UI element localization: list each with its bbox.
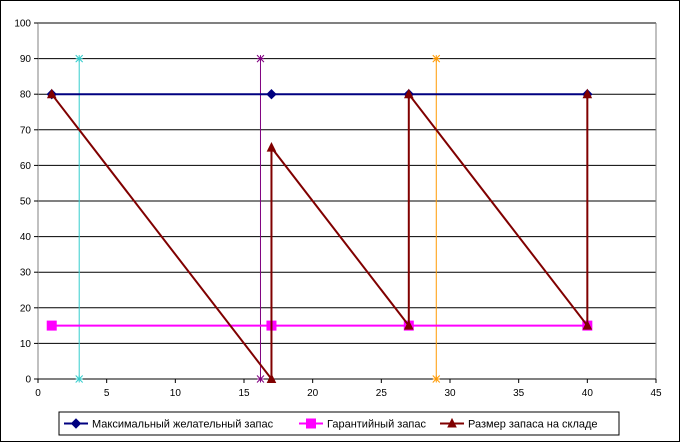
y-tick-label: 30 bbox=[20, 268, 32, 279]
x-tick-label: 20 bbox=[307, 388, 319, 399]
legend: Максимальный желательный запас Гарантийны… bbox=[58, 411, 620, 436]
vertical-marker-star bbox=[75, 54, 84, 63]
x-tick-label: 5 bbox=[104, 388, 110, 399]
y-tick-label: 90 bbox=[20, 54, 32, 65]
y-tick-label: 60 bbox=[20, 161, 32, 172]
vertical-marker-star bbox=[256, 54, 265, 63]
x-tick-label: 45 bbox=[650, 388, 662, 399]
legend-marker bbox=[447, 417, 457, 428]
vertical-marker-star bbox=[432, 54, 441, 63]
grid-lines bbox=[38, 22, 656, 380]
data-point bbox=[46, 88, 57, 99]
y-tick-label: 50 bbox=[20, 197, 32, 208]
legend-entry-3: Размер запаса на складе bbox=[440, 417, 598, 431]
legend-entry-2: Гарантийный запас bbox=[299, 418, 427, 431]
x-tick-label: 0 bbox=[35, 388, 41, 399]
vertical-marker-star bbox=[75, 375, 84, 383]
y-tick-label: 40 bbox=[20, 232, 32, 243]
y-tick-label: 20 bbox=[20, 303, 32, 314]
tick-labels: 0 10 20 30 40 50 60 70 80 90 100 0 5 10 15 20 25 30 35 40 45 bbox=[14, 19, 662, 400]
y-tick-label: 100 bbox=[14, 19, 31, 30]
y-tick-label: 10 bbox=[20, 339, 32, 350]
x-tick-label: 40 bbox=[582, 388, 594, 399]
legend-marker bbox=[70, 418, 82, 429]
legend-label: Гарантийный запас bbox=[327, 419, 427, 431]
legend-label: Размер запаса на складе bbox=[468, 419, 598, 431]
series-group bbox=[46, 88, 593, 383]
y-tick-label: 70 bbox=[20, 125, 32, 136]
x-tick-label: 30 bbox=[444, 388, 456, 399]
vertical-marker-star bbox=[256, 375, 265, 383]
axes bbox=[34, 22, 657, 383]
y-tick-label: 80 bbox=[20, 90, 32, 101]
x-tick-label: 15 bbox=[238, 388, 250, 399]
x-tick-label: 10 bbox=[170, 388, 182, 399]
data-point bbox=[46, 320, 57, 331]
legend-entry-1: Максимальный желательный запас bbox=[64, 418, 274, 431]
legend-marker bbox=[306, 418, 316, 429]
data-point bbox=[403, 319, 414, 330]
data-point bbox=[403, 88, 414, 99]
data-point bbox=[582, 88, 593, 99]
data-point bbox=[266, 88, 277, 100]
legend-label: Максимальный желательный запас bbox=[92, 419, 274, 431]
series-3 bbox=[46, 88, 593, 383]
vertical-marker-star bbox=[432, 375, 441, 383]
legend-box bbox=[58, 411, 620, 436]
x-tick-label: 25 bbox=[376, 388, 388, 399]
data-point bbox=[266, 373, 277, 383]
x-tick-label: 35 bbox=[513, 388, 525, 399]
data-point bbox=[266, 141, 277, 152]
data-point bbox=[582, 319, 593, 330]
y-tick-label: 0 bbox=[25, 375, 31, 386]
